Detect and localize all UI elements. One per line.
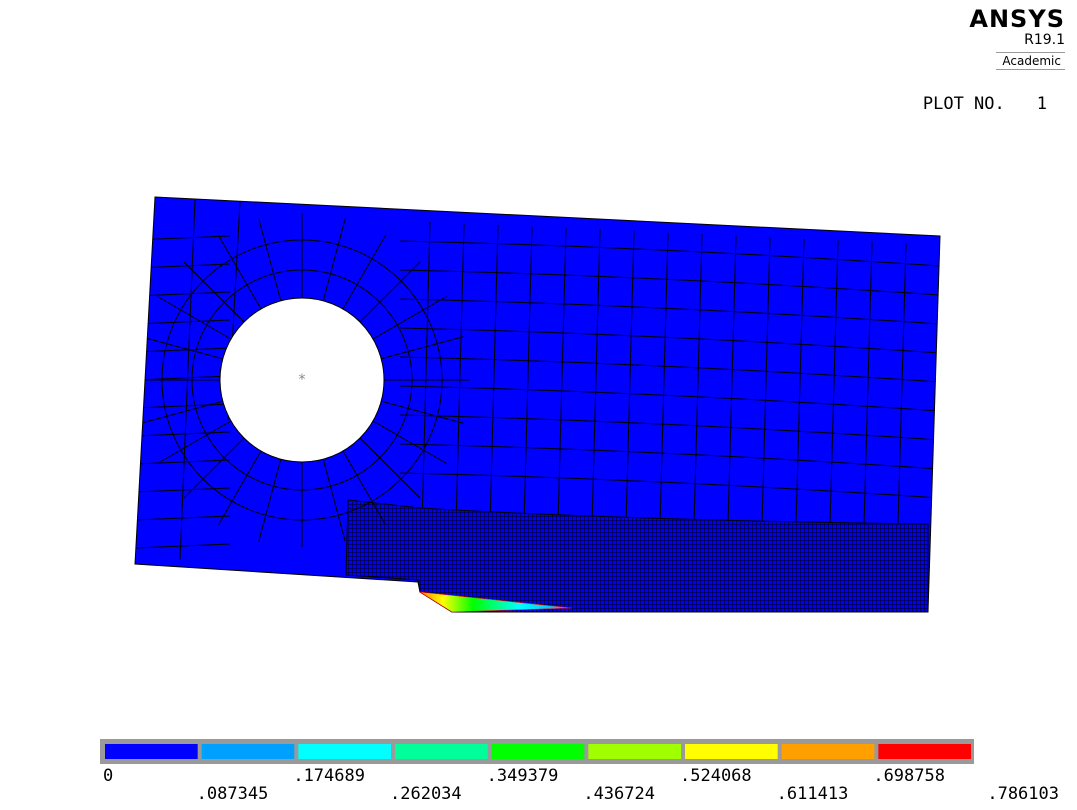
legend-label: .349379 (486, 766, 559, 786)
mesh-line (399, 298, 940, 325)
mesh-line (183, 437, 245, 499)
legend-label: .611413 (776, 784, 849, 804)
mesh-line (727, 235, 737, 526)
mesh-line (399, 385, 940, 412)
brand-name: ANSYS (969, 5, 1065, 33)
mesh-line (372, 420, 447, 464)
mesh-line (523, 226, 533, 526)
mesh-line (421, 221, 431, 526)
mesh-line (399, 327, 940, 354)
mesh-line (218, 450, 262, 525)
hole-center-marker: * (299, 372, 306, 388)
mesh-line (399, 240, 940, 267)
mesh-line (135, 319, 231, 325)
mesh-line (399, 443, 940, 470)
legend-label: .524068 (680, 766, 752, 786)
mesh-line (342, 450, 386, 525)
mesh-line (140, 400, 223, 424)
legend-swatch (588, 744, 681, 759)
mesh-line (140, 336, 223, 360)
mesh-line (399, 472, 940, 499)
legend-swatch (491, 744, 585, 759)
fine-mesh-region (345, 499, 929, 613)
legend-label: .262034 (390, 784, 462, 804)
finite-element-model: * (134, 196, 941, 613)
legend-swatch (395, 744, 488, 759)
mesh-line (135, 403, 231, 409)
mesh-line (135, 515, 231, 521)
legend-label: .698758 (873, 766, 945, 786)
hole-mesh-rings (135, 213, 469, 547)
mesh-line (863, 241, 873, 526)
mesh-line (693, 234, 703, 526)
pin-hole (219, 297, 385, 463)
mesh-line (381, 400, 464, 424)
legend-swatch (201, 744, 295, 759)
legend-label: .786103 (987, 784, 1059, 804)
mesh-line (322, 459, 346, 542)
legend-swatch (685, 744, 778, 759)
legend-label: .174689 (293, 766, 365, 786)
plot-number: 1 (1036, 94, 1047, 114)
mesh-line (183, 261, 245, 323)
mesh-line (829, 240, 839, 526)
mesh-line (659, 232, 669, 526)
ansys-logo: ANSYS R19.1 Academic (969, 6, 1065, 70)
mesh-line (625, 231, 635, 526)
coarse-mesh-lines (135, 199, 940, 561)
mesh-line (135, 543, 231, 549)
mesh-line (157, 420, 232, 464)
legend-swatch (298, 744, 391, 759)
stress-hot-spot (419, 591, 573, 613)
mesh-line (359, 261, 421, 323)
mesh-line (135, 347, 231, 353)
mesh-line (135, 459, 231, 465)
mesh-line (399, 356, 940, 383)
mesh-line (399, 414, 940, 441)
mesh-line (218, 235, 262, 310)
mesh-line (258, 459, 282, 542)
brand-version: R19.1 (1024, 32, 1065, 48)
legend-swatch (105, 744, 198, 759)
mesh-line (135, 431, 231, 437)
legend-label: .436724 (583, 784, 655, 804)
mesh-line (761, 237, 771, 526)
mesh-line (135, 375, 231, 381)
brand-edition: Academic (996, 52, 1065, 70)
legend-label: 0 (103, 766, 114, 786)
contour-legend-bar (100, 739, 974, 764)
mesh-line (372, 296, 447, 340)
legend-swatch (781, 744, 875, 759)
plot-number-label: PLOT NO. 1 (923, 94, 1047, 114)
mesh-line (897, 243, 907, 526)
mesh-line (157, 296, 232, 340)
mesh-line (258, 218, 282, 301)
mesh-line (322, 218, 346, 301)
mesh-line (591, 229, 601, 526)
mesh-line (381, 336, 464, 360)
mesh-line (359, 437, 421, 499)
mesh-line (342, 235, 386, 310)
mesh-line (557, 228, 567, 526)
mesh-line (399, 269, 940, 296)
legend-label: .087345 (196, 784, 269, 804)
plot-label: PLOT NO. (922, 94, 1005, 114)
legend-swatch (878, 744, 971, 759)
